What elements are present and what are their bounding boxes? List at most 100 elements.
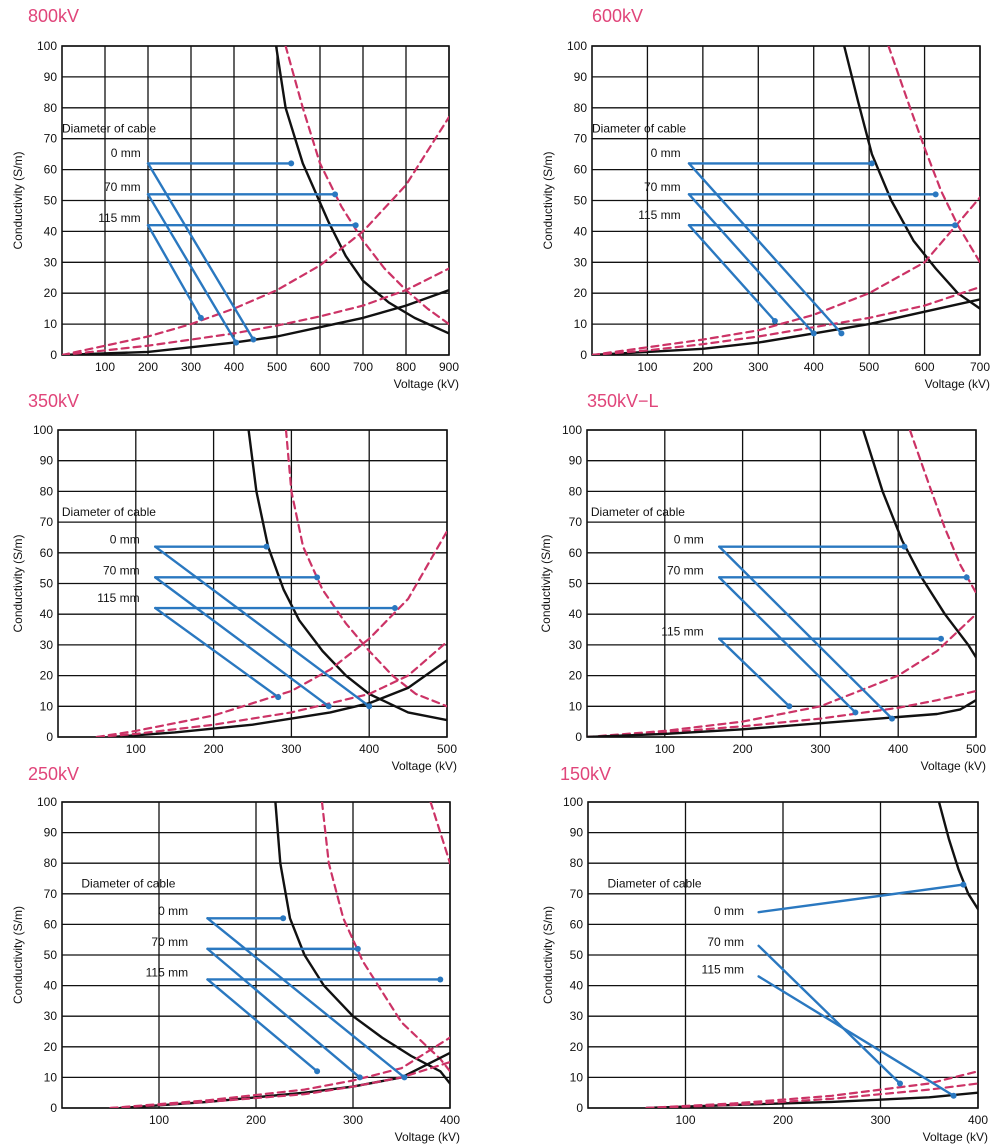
y-tick-label: 20	[570, 1040, 584, 1054]
y-tick-label: 10	[574, 317, 588, 331]
chart-title: 150kV	[560, 764, 611, 784]
dashed-curve	[592, 285, 980, 355]
dashed-curve	[592, 196, 980, 355]
cable-diameter-label: 70 mm	[644, 180, 681, 194]
cable-endpoint-marker	[937, 635, 944, 642]
y-tick-label: 60	[570, 917, 584, 931]
cable-diameter-label: 115 mm	[98, 211, 140, 225]
chart-panel-5: 150kV 0 10 20 30 40 50 60 70 80 90 100 100 200 300 400 V…	[541, 764, 988, 1144]
curve-layer	[109, 802, 450, 1108]
cable-diagonal-line	[687, 193, 815, 335]
x-tick-label: 200	[733, 742, 753, 756]
x-tick-label: 500	[859, 360, 879, 374]
dashed-curve	[109, 1061, 450, 1108]
plot-frame	[61, 45, 450, 356]
x-axis-label: Voltage (kV)	[921, 759, 986, 773]
dashed-curve	[587, 613, 976, 737]
x-tick-label: 200	[693, 360, 713, 374]
curve-layer	[95, 430, 447, 737]
x-tick-label: 300	[281, 742, 301, 756]
dashed-curve	[95, 530, 447, 737]
y-tick-label: 50	[570, 948, 584, 962]
x-tick-label: 800	[396, 360, 416, 374]
cable-diameter-label: 70 mm	[667, 563, 704, 577]
y-tick-label: 10	[44, 317, 58, 331]
cable-endpoint-marker	[897, 1080, 903, 1087]
y-tick-label: 80	[40, 484, 54, 498]
y-axis-label: Conductivity (S/m)	[11, 906, 25, 1004]
y-tick-label: 50	[40, 577, 54, 591]
y-tick-label: 60	[574, 163, 588, 177]
cable-diameter-label: 115 mm	[146, 965, 188, 979]
y-tick-label: 20	[44, 286, 58, 300]
x-tick-label: 400	[804, 360, 824, 374]
cable-endpoint-marker	[391, 605, 398, 612]
y-tick-label: 10	[570, 1070, 584, 1084]
dashed-curve	[887, 46, 980, 264]
x-tick-label: 500	[267, 360, 287, 374]
solid-curve	[62, 288, 449, 355]
y-tick-label: 100	[563, 795, 583, 809]
y-tick-label: 90	[44, 70, 58, 84]
chart-panel-0: 800kV 0 10 20 30 40 50 60 70 80 90 100 100 200 300 400 5…	[11, 6, 459, 391]
y-axis-label: Conductivity (S/m)	[541, 151, 555, 249]
y-tick-label: 70	[570, 887, 584, 901]
y-tick-label: 30	[44, 1009, 58, 1023]
y-tick-label: 80	[44, 101, 58, 115]
x-tick-label: 100	[637, 360, 657, 374]
dashed-curve	[62, 267, 449, 355]
y-tick-label: 0	[50, 1101, 57, 1115]
y-tick-label: 90	[40, 454, 54, 468]
y-tick-label: 80	[570, 856, 584, 870]
x-tick-label: 500	[966, 742, 986, 756]
cable-diagonal-line	[718, 637, 791, 708]
cable-endpoint-marker	[250, 336, 257, 343]
cable-endpoint-marker	[280, 915, 287, 922]
curve-layer	[592, 46, 980, 355]
y-tick-label: 20	[569, 669, 583, 683]
y-tick-label: 0	[46, 730, 53, 744]
dashed-curve	[62, 116, 449, 355]
curve-layer	[587, 430, 976, 737]
y-axis-label: Conductivity (S/m)	[11, 151, 25, 249]
x-axis-label: Voltage (kV)	[923, 1130, 988, 1144]
plot-frame	[586, 429, 977, 738]
x-tick-label: 600	[915, 360, 935, 374]
cable-diameter-label: 0 mm	[111, 146, 141, 160]
x-tick-label: 100	[126, 742, 146, 756]
annotation-title: Diameter of cable	[62, 505, 156, 519]
solid-curve	[274, 46, 449, 335]
y-tick-label: 10	[569, 699, 583, 713]
x-tick-label: 300	[343, 1113, 363, 1127]
cable-diameter-label: 0 mm	[674, 533, 704, 547]
cable-diagonal-line	[757, 975, 955, 1097]
cable-endpoint-marker	[852, 709, 859, 716]
cable-endpoint-marker	[314, 1068, 321, 1075]
y-tick-label: 60	[40, 546, 54, 560]
y-tick-label: 70	[574, 132, 588, 146]
cable-endpoint-marker	[901, 543, 908, 550]
x-tick-label: 300	[181, 360, 201, 374]
dashed-curve	[109, 1036, 450, 1108]
x-axis-label: Voltage (kV)	[392, 759, 457, 773]
x-tick-label: 100	[675, 1113, 695, 1127]
annotation-title: Diameter of cable	[81, 877, 175, 891]
cable-endpoint-marker	[810, 330, 817, 337]
y-tick-label: 100	[33, 423, 53, 437]
cable-endpoint-marker	[838, 330, 845, 337]
cable-endpoint-marker	[786, 703, 793, 710]
y-tick-label: 50	[569, 577, 583, 591]
x-axis-label: Voltage (kV)	[395, 1130, 460, 1144]
dashed-curve	[284, 46, 449, 326]
x-tick-label: 100	[655, 742, 675, 756]
cable-diagonal-line	[206, 947, 361, 1079]
y-tick-label: 50	[44, 948, 58, 962]
plot-frame	[587, 801, 979, 1109]
cable-diagonal-line	[757, 944, 902, 1085]
y-tick-label: 0	[50, 348, 57, 362]
y-tick-label: 10	[44, 1070, 58, 1084]
cable-diagonal-line	[206, 917, 406, 1079]
y-tick-label: 80	[569, 484, 583, 498]
x-tick-label: 700	[353, 360, 373, 374]
y-tick-label: 70	[44, 887, 58, 901]
